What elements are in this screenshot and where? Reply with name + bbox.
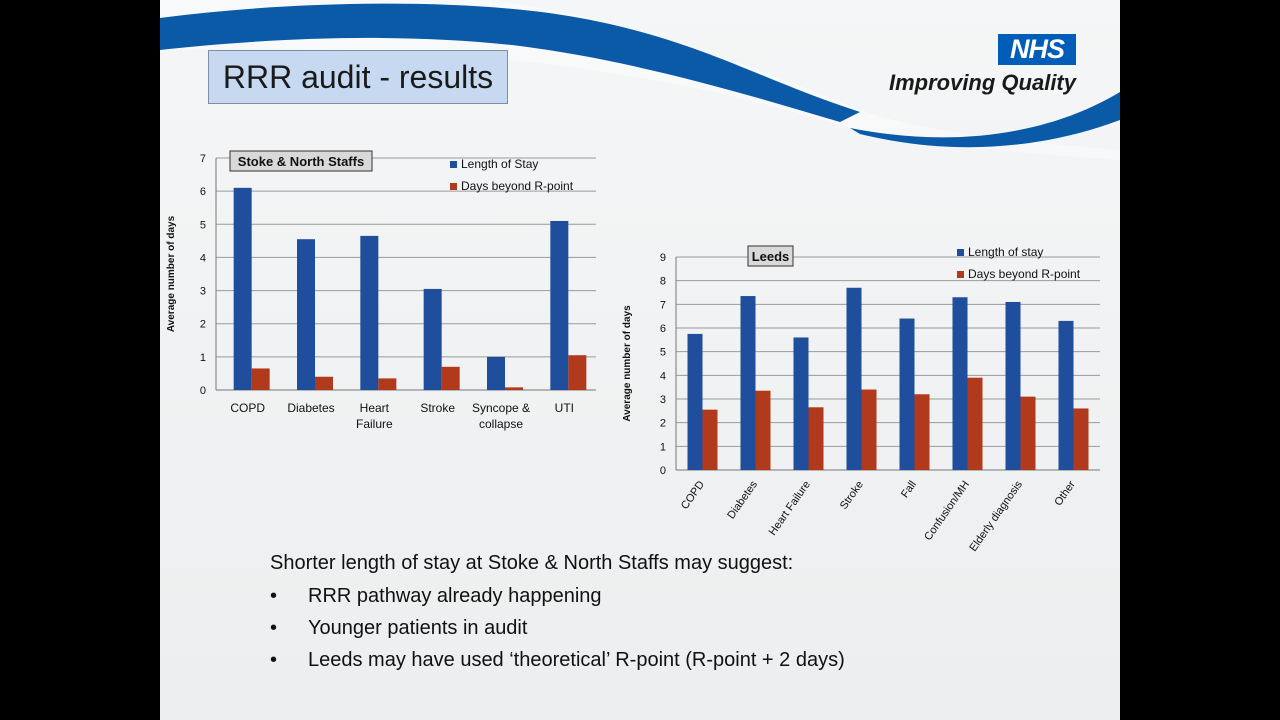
- chart-title: Stoke & North Staffs: [238, 154, 364, 169]
- bar-length-of-stay: [793, 337, 809, 470]
- bar-length-of-stay: [1058, 320, 1074, 470]
- x-tick-label: COPD: [679, 479, 707, 512]
- x-tick-label: Stroke: [420, 401, 455, 415]
- bar-days-beyond-r-point: [315, 376, 333, 390]
- y-tick-label: 2: [660, 418, 666, 430]
- bar-length-of-stay: [1005, 301, 1021, 470]
- x-tick-label: Diabetes: [725, 478, 760, 521]
- bar-days-beyond-r-point: [914, 394, 930, 470]
- y-tick-label: 0: [200, 385, 206, 397]
- y-tick-label: 6: [200, 186, 206, 198]
- summary-bullet: RRR pathway already happening: [270, 585, 845, 608]
- y-axis-label: Average number of days: [622, 305, 633, 422]
- bar-days-beyond-r-point: [568, 355, 587, 390]
- x-tick-label: Confusion/MH: [922, 479, 972, 543]
- y-tick-label: 2: [200, 319, 206, 331]
- bar-length-of-stay: [846, 287, 862, 470]
- x-tick-label: UTI: [555, 401, 574, 415]
- bar-length-of-stay: [952, 297, 968, 470]
- y-axis-label: Average number of days: [166, 215, 177, 332]
- legend-label: Length of Stay: [461, 157, 538, 171]
- y-tick-label: 0: [660, 465, 666, 477]
- bar-days-beyond-r-point: [378, 378, 397, 390]
- x-tick-label: COPD: [230, 401, 265, 415]
- header-swoosh: [160, 0, 1120, 160]
- chart-title-box: [229, 150, 373, 172]
- bar-length-of-stay: [740, 296, 756, 470]
- y-tick-label: 6: [660, 323, 666, 335]
- bar-length-of-stay: [550, 220, 569, 390]
- bar-days-beyond-r-point: [861, 389, 877, 470]
- bar-days-beyond-r-point: [755, 390, 771, 470]
- slide: RRR audit - results NHS Improving Qualit…: [160, 0, 1120, 720]
- x-tick-label: Stroke: [838, 479, 866, 512]
- y-tick-label: 4: [660, 370, 666, 382]
- chart-title-box: [747, 245, 794, 267]
- bar-days-beyond-r-point: [808, 407, 824, 470]
- x-tick-label: Elderly diagnosis: [967, 478, 1025, 553]
- slide-title-box: RRR audit - results: [208, 50, 508, 104]
- y-tick-label: 7: [200, 153, 206, 165]
- summary-text: Shorter length of stay at Stoke & North …: [270, 552, 845, 681]
- chart-title: Leeds: [752, 249, 790, 264]
- x-tick-label: Syncope & collapse: [472, 401, 530, 431]
- legend-swatch: [957, 249, 964, 256]
- slide-title: RRR audit - results: [222, 58, 494, 95]
- x-tick-label: Heart Failure: [356, 401, 393, 431]
- summary-lead: Shorter length of stay at Stoke & North …: [270, 552, 794, 574]
- bar-length-of-stay: [899, 318, 915, 470]
- bar-length-of-stay: [360, 235, 379, 390]
- bar-days-beyond-r-point: [1073, 408, 1089, 470]
- bar-days-beyond-r-point: [1020, 396, 1036, 470]
- legend-label: Length of stay: [968, 245, 1043, 259]
- bar-length-of-stay: [233, 187, 252, 390]
- bar-days-beyond-r-point: [251, 368, 270, 390]
- legend-label: Days beyond R-point: [968, 267, 1081, 281]
- bar-days-beyond-r-point: [505, 387, 523, 390]
- bar-days-beyond-r-point: [441, 366, 460, 390]
- x-tick-label: Diabetes: [287, 401, 334, 415]
- leeds-chart: 0 1 2 3 4 5 6 7 8 9 Average number of days COPD Diab…: [622, 245, 1100, 554]
- bar-length-of-stay: [487, 356, 505, 390]
- y-tick-label: 9: [660, 252, 666, 264]
- legend-swatch: [450, 161, 457, 168]
- summary-bullet: Younger patients in audit: [270, 617, 845, 640]
- y-tick-label: 3: [200, 286, 206, 298]
- bar-days-beyond-r-point: [702, 409, 718, 470]
- y-tick-label: 1: [200, 352, 206, 364]
- bar-length-of-stay: [297, 239, 315, 390]
- bar-days-beyond-r-point: [967, 377, 983, 470]
- x-tick-label: Heart Failure: [767, 479, 813, 538]
- legend-swatch: [957, 271, 964, 278]
- y-tick-label: 7: [660, 299, 666, 311]
- y-tick-label: 5: [200, 219, 206, 231]
- summary-list: RRR pathway already happening Younger pa…: [270, 585, 845, 672]
- nhs-logo: NHS: [998, 34, 1076, 65]
- x-tick-label: Other: [1052, 479, 1078, 509]
- y-tick-label: 3: [660, 394, 666, 406]
- bar-length-of-stay: [423, 288, 442, 390]
- summary-bullet: Leeds may have used ‘theoretical’ R-poin…: [270, 649, 845, 672]
- legend-label: Days beyond R-point: [461, 179, 574, 193]
- legend-swatch: [450, 183, 457, 190]
- y-tick-label: 4: [200, 252, 206, 264]
- bar-length-of-stay: [687, 333, 703, 470]
- y-tick-label: 8: [660, 276, 666, 288]
- nhs-tagline: Improving Quality: [888, 70, 1076, 95]
- x-tick-label: Fall: [899, 479, 919, 500]
- y-tick-label: 1: [660, 441, 666, 453]
- stoke-chart: 0 1 2 3 4 5 6 7 Average number of days COPD Diabet…: [166, 150, 596, 431]
- y-tick-label: 5: [660, 347, 666, 359]
